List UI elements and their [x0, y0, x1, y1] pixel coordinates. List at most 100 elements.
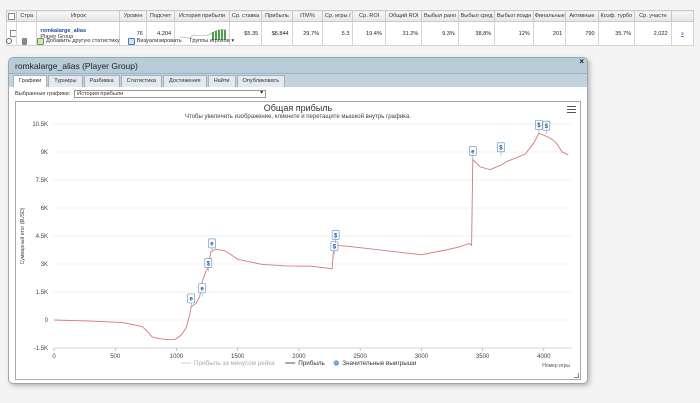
legend-item[interactable]: Значительные выигрыши — [333, 360, 417, 367]
add-stats-icon — [37, 37, 44, 45]
marker-label: e — [201, 286, 205, 292]
marker-label: $ — [537, 123, 541, 129]
settings-action[interactable] — [6, 38, 14, 44]
column-header[interactable]: Общий ROI — [384, 10, 423, 22]
column-header[interactable]: Коэф. турбо — [597, 10, 636, 22]
marker-label: e — [189, 297, 193, 303]
gear-icon[interactable] — [6, 38, 12, 44]
table-header-row: Стра Игрок Уровен Подсчет История прибыл… — [5, 10, 695, 22]
legend-label: Значительные выигрыши — [342, 360, 417, 367]
player-panel: romkalarge_alias (Player Group) × График… — [8, 57, 588, 384]
y-axis-label: Суммарный итог ($USD) — [19, 207, 26, 264]
player-name-link[interactable]: romkalarge_alias — [40, 27, 87, 34]
profit-sparkline — [180, 28, 227, 40]
player-groups-button[interactable]: Группы игроков ▾ — [190, 38, 235, 44]
out-early-cell: 9.3% — [421, 21, 459, 46]
column-header[interactable]: Стра — [16, 10, 38, 22]
marker-label: $ — [207, 261, 211, 267]
delete-action[interactable] — [22, 37, 29, 45]
column-header[interactable]: Выбыл поздн — [494, 10, 534, 22]
tab-find[interactable]: Найти — [207, 75, 236, 87]
column-header[interactable]: Активные — [565, 10, 599, 22]
row-checkbox-cell[interactable] — [5, 21, 18, 46]
legend-item[interactable]: Прибыль — [285, 359, 326, 367]
tab-tournaments[interactable]: Турниры — [48, 75, 83, 87]
big-win-marker: e — [208, 238, 216, 252]
column-header[interactable]: Выбыл сред — [457, 10, 496, 22]
column-header[interactable]: Прибыль — [261, 10, 293, 22]
finals-cell: 201 — [532, 21, 567, 46]
chart-icon — [127, 37, 135, 45]
x-axis-label: Номер игры — [542, 363, 570, 369]
legend-label: Прибыль за минусом рейка — [194, 359, 275, 367]
big-win-marker: $ — [535, 119, 543, 134]
panel-tabs: Графики Турниры Разбивка Статистика Дост… — [9, 74, 587, 87]
itm-cell: 29.7% — [291, 21, 324, 46]
panel-header[interactable]: romkalarge_alias (Player Group) × — [9, 58, 587, 74]
marker-flag — [330, 241, 339, 252]
column-header[interactable]: Финальные — [532, 10, 567, 22]
row-details-link[interactable]: з — [680, 30, 684, 37]
select-all-checkbox[interactable] — [8, 12, 16, 20]
out-mid-cell: 38.8% — [457, 21, 496, 46]
active-cell: 790 — [565, 21, 599, 46]
marker-flag — [331, 230, 340, 240]
row-checkbox[interactable] — [10, 30, 16, 37]
y-tick-label: 1.5K — [36, 290, 48, 296]
avg-roi-cell: 19.4% — [352, 21, 386, 46]
x-tick-label: 3500 — [476, 354, 490, 360]
y-tick-label: 6K — [41, 206, 48, 212]
marker-label: $ — [545, 124, 549, 130]
y-tick-label: -1.5K — [34, 346, 48, 352]
column-header[interactable]: Подсчет — [145, 10, 176, 22]
add-stats-button[interactable]: Добавить другую статистику — [37, 37, 120, 45]
avg-stake-cell: $5.35 — [228, 21, 263, 46]
trash-icon[interactable] — [22, 37, 27, 45]
avg-games-cell: 5.3 — [322, 21, 354, 46]
tab-achievements[interactable]: Достижения — [163, 75, 207, 87]
chart-select-value: История прибыли — [77, 90, 124, 97]
big-win-marker: $ — [542, 120, 551, 135]
marker-flag — [208, 238, 216, 249]
big-win-marker: e — [198, 283, 207, 297]
marker-flag — [204, 258, 213, 268]
marker-label: $ — [333, 244, 337, 250]
tab-breakdown[interactable]: Разбивка — [83, 75, 120, 87]
select-all-checkbox-cell[interactable] — [5, 10, 18, 22]
big-win-marker: $ — [204, 258, 213, 272]
x-tick-label: 4000 — [537, 354, 551, 360]
chart-frame: -1.5K 0 1.5K 3K 4.5K 6K 7.5K 9K 10.5K 0 500 1000 150… — [15, 101, 581, 380]
profit-history-cell — [174, 21, 230, 46]
chart-select[interactable]: История прибыли ▾ — [74, 89, 267, 98]
column-header[interactable]: История прибыли — [174, 10, 230, 22]
total-roi-cell: 31.2% — [384, 21, 423, 46]
tab-statistics[interactable]: Статистика — [120, 75, 163, 87]
close-icon[interactable]: × — [579, 57, 584, 66]
column-header[interactable]: Ср. ставка — [228, 10, 263, 22]
chart-select-label: Выбранные графики: — [15, 90, 71, 97]
column-header[interactable]: ITM% — [291, 10, 324, 22]
column-header[interactable]: Выбыл рано — [421, 10, 459, 22]
resize-handle[interactable] — [574, 373, 579, 378]
player-cell: romkalarge_alias Player Group — [36, 21, 121, 46]
chart-select-row: Выбранные графики: История прибыли ▾ — [9, 87, 587, 100]
column-header[interactable]: Ср. ROI — [352, 10, 386, 22]
profit-chart[interactable]: -1.5K 0 1.5K 3K 4.5K 6K 7.5K 9K 10.5K 0 500 1000 150… — [16, 102, 582, 381]
column-header[interactable]: Игрок — [36, 10, 121, 22]
big-win-marker: $ — [497, 142, 505, 156]
marker-label: e — [210, 242, 214, 248]
visualize-button[interactable]: Визуализировать — [127, 37, 182, 45]
row-link-cell: з — [670, 21, 695, 46]
column-header[interactable]: Ср. игры / — [322, 10, 354, 22]
tab-publish[interactable]: Опубликовать — [236, 75, 286, 87]
column-header[interactable]: Уровен — [119, 10, 147, 22]
marker-flag — [187, 293, 196, 304]
chart-menu-icon[interactable] — [567, 106, 576, 114]
chart-title: Общая прибыль — [263, 103, 333, 113]
legend-item[interactable]: Прибыль за минусом рейка — [181, 359, 275, 367]
x-tick-label: 0 — [52, 354, 56, 360]
tab-charts[interactable]: Графики — [13, 75, 48, 87]
marker-flag — [542, 120, 551, 131]
big-win-marker: $ — [331, 230, 340, 244]
column-header[interactable]: Ср. участн — [634, 10, 672, 22]
